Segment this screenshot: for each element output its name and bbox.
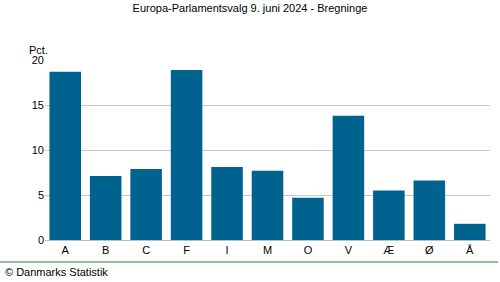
svg-text:M: M xyxy=(263,244,272,256)
svg-text:C: C xyxy=(142,244,150,256)
svg-text:V: V xyxy=(345,244,353,256)
svg-text:I: I xyxy=(226,244,229,256)
svg-text:Europa-Parlamentsvalg 9. juni: Europa-Parlamentsvalg 9. juni 2024 - Bre… xyxy=(133,2,368,14)
svg-text:15: 15 xyxy=(32,99,44,111)
svg-text:20: 20 xyxy=(32,54,44,66)
svg-text:Ø: Ø xyxy=(425,244,434,256)
svg-text:A: A xyxy=(62,244,70,256)
svg-text:O: O xyxy=(304,244,313,256)
svg-text:Å: Å xyxy=(466,244,474,256)
svg-text:F: F xyxy=(183,244,190,256)
svg-text:5: 5 xyxy=(38,189,44,201)
svg-text:0: 0 xyxy=(38,234,44,246)
svg-text:10: 10 xyxy=(32,144,44,156)
svg-text:B: B xyxy=(102,244,109,256)
svg-text:Æ: Æ xyxy=(383,244,394,256)
svg-text:Pct.: Pct. xyxy=(29,44,48,56)
svg-text:© Danmarks Statistik: © Danmarks Statistik xyxy=(5,266,108,278)
